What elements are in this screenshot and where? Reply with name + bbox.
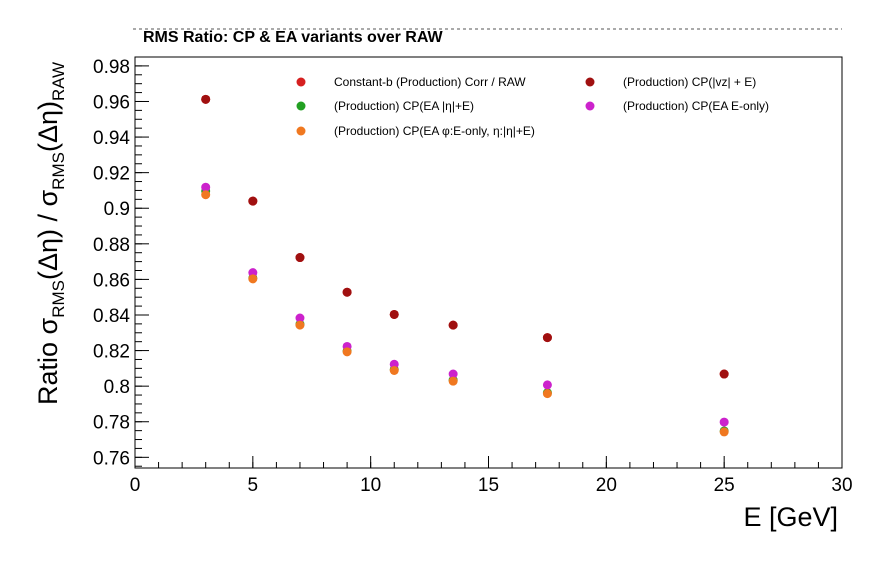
data-point xyxy=(295,313,305,323)
data-point xyxy=(389,359,399,369)
y-axis-title-sub3: RAW xyxy=(49,62,68,101)
y-tick-label: 0.86 xyxy=(93,270,130,291)
legend-marker xyxy=(296,77,306,87)
y-axis-title-mid2: (Δη) xyxy=(33,101,63,152)
y-tick-label: 0.82 xyxy=(93,342,130,363)
data-point xyxy=(201,190,211,200)
legend-marker xyxy=(296,126,306,136)
chart-title: RMS Ratio: CP & EA variants over RAW xyxy=(143,29,444,46)
data-point xyxy=(201,94,211,104)
data-point xyxy=(342,347,352,357)
x-tick-label: 30 xyxy=(831,475,852,496)
data-point xyxy=(542,389,552,399)
data-point xyxy=(389,365,399,375)
y-tick-label: 0.9 xyxy=(104,199,130,220)
legend-marker xyxy=(585,77,595,87)
y-tick-label: 0.92 xyxy=(93,164,130,185)
legend-marker xyxy=(296,101,306,111)
legend-label: Constant-b (Production) Corr / RAW xyxy=(334,75,526,89)
x-tick-label: 10 xyxy=(360,475,381,496)
data-point xyxy=(248,274,258,284)
y-tick-label: 0.94 xyxy=(93,128,130,149)
data-point xyxy=(248,196,258,206)
y-axis-title: Ratio σRMS(Δη) / σRMS(Δη)RAW xyxy=(33,62,68,405)
axes: 0 5 10 15 20 25 30 0.76 0.78 0.8 0.82 0.84 0.86 0.88 0… xyxy=(93,56,853,496)
x-tick-label: 15 xyxy=(478,475,499,496)
y-tick-label: 0.96 xyxy=(93,92,130,113)
legend-label: (Production) CP(EA E-only) xyxy=(623,99,769,113)
x-tick-label: 5 xyxy=(248,475,259,496)
y-tick-label: 0.78 xyxy=(93,413,130,434)
data-point xyxy=(448,369,458,379)
data-point xyxy=(342,287,352,297)
y-axis-title-mid1: (Δη) / σ xyxy=(33,189,63,280)
data-point xyxy=(542,380,552,390)
data-point xyxy=(295,253,305,263)
data-points xyxy=(201,94,729,437)
data-point xyxy=(248,268,258,278)
y-axis-title-sub1: RMS xyxy=(49,280,68,318)
data-point xyxy=(719,417,729,427)
data-point xyxy=(389,309,399,319)
legend-label: (Production) CP(|vz| + E) xyxy=(623,75,756,89)
data-point xyxy=(201,182,211,192)
y-tick-label: 0.84 xyxy=(93,306,130,327)
data-point xyxy=(448,320,458,330)
y-axis-title-sub2: RMS xyxy=(49,152,68,190)
legend-label: (Production) CP(EA φ:E-only, η:|η|+E) xyxy=(334,124,535,138)
y-tick-label: 0.98 xyxy=(93,57,130,78)
x-axis-title: E [GeV] xyxy=(743,502,838,532)
legend-label: (Production) CP(EA |η|+E) xyxy=(334,99,474,113)
legend-marker xyxy=(585,101,595,111)
x-tick-label: 25 xyxy=(714,475,735,496)
x-tick-label: 0 xyxy=(130,475,141,496)
plot-frame xyxy=(134,56,843,469)
data-point xyxy=(719,369,729,379)
y-tick-label: 0.8 xyxy=(104,377,130,398)
y-axis-title-prefix: Ratio σ xyxy=(33,317,63,405)
data-point xyxy=(295,320,305,330)
y-tick-label: 0.76 xyxy=(93,448,130,469)
legend: Constant-b (Production) Corr / RAW (Produ… xyxy=(296,75,769,138)
data-point xyxy=(448,376,458,386)
data-point xyxy=(542,333,552,343)
y-tick-label: 0.88 xyxy=(93,235,130,256)
data-point xyxy=(719,427,729,437)
x-tick-label: 20 xyxy=(596,475,617,496)
